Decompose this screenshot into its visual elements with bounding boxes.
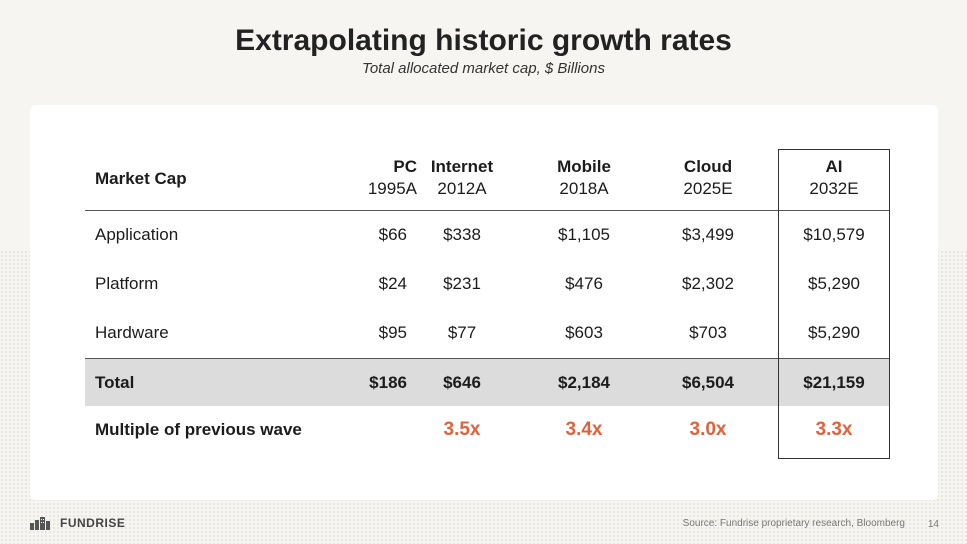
row-label: Hardware <box>95 323 169 342</box>
table-cell: $338 <box>443 225 481 244</box>
row-label: Multiple of previous wave <box>95 420 302 439</box>
column-header-internet: Internet 2012A <box>407 156 517 200</box>
table-cell: $646 <box>443 373 481 392</box>
table-cell: $24 <box>378 274 407 293</box>
column-header-pc: PC 1995A <box>307 156 417 200</box>
table-cell: $5,290 <box>808 323 860 342</box>
buildings-icon <box>30 517 50 530</box>
column-header-ai: AI 2032E <box>779 156 889 200</box>
table-cell: $95 <box>378 323 407 342</box>
table-cell: $603 <box>565 323 603 342</box>
table-cell: $476 <box>565 274 603 293</box>
table-header-row: Market Cap PC 1995A Internet 2012A Mobil… <box>85 149 890 211</box>
column-name: Internet <box>430 157 494 176</box>
table-row-multiple: Multiple of previous wave 3.5x 3.4x 3.0x… <box>85 406 890 456</box>
column-year: 2032E <box>809 179 859 198</box>
page-subtitle: Total allocated market cap, $ Billions <box>362 60 605 77</box>
column-name: PC <box>393 157 417 176</box>
table-cell: $21,159 <box>803 373 865 392</box>
page-number: 14 <box>927 519 939 530</box>
column-header-mobile: Mobile 2018A <box>529 156 639 200</box>
table-row-hardware: Hardware $95 $77 $603 $703 $5,290 <box>85 309 890 358</box>
column-year: 1995A <box>367 179 417 198</box>
table-cell: $66 <box>378 225 407 244</box>
table-card: Market Cap PC 1995A Internet 2012A Mobil… <box>30 105 938 500</box>
row-label: Total <box>95 373 135 392</box>
table-row-platform: Platform $24 $231 $476 $2,302 $5,290 <box>85 260 890 309</box>
market-cap-table: Market Cap PC 1995A Internet 2012A Mobil… <box>85 149 890 456</box>
table-cell: $6,504 <box>682 373 734 392</box>
row-label: Platform <box>95 274 159 293</box>
table-cell: $1,105 <box>558 225 610 244</box>
table-cell: $703 <box>689 323 727 342</box>
multiple-value: 3.4x <box>565 419 603 440</box>
row-label: Application <box>95 225 179 244</box>
table-cell: $5,290 <box>808 274 860 293</box>
table-cell: $231 <box>443 274 481 293</box>
source-note: Source: Fundrise proprietary research, B… <box>682 518 905 529</box>
column-header-cloud: Cloud 2025E <box>653 156 763 200</box>
table-cell: $3,499 <box>682 225 734 244</box>
table-cell: $10,579 <box>803 225 865 244</box>
multiple-value: 3.5x <box>443 419 481 440</box>
column-year: 2025E <box>683 179 733 198</box>
column-name: Mobile <box>557 157 611 176</box>
logo-text: FUNDRISE <box>60 516 126 530</box>
table-cell: $77 <box>447 323 477 342</box>
column-name: AI <box>825 157 843 176</box>
column-year: 2018A <box>559 179 609 198</box>
table-row-application: Application $66 $338 $1,105 $3,499 $10,5… <box>85 211 890 260</box>
table-row-total: Total $186 $646 $2,184 $6,504 $21,159 <box>85 358 890 406</box>
page-title: Extrapolating historic growth rates <box>235 24 732 57</box>
table-cell: $186 <box>369 373 407 392</box>
table-cell: $2,184 <box>558 373 610 392</box>
multiple-value: 3.3x <box>815 419 853 440</box>
column-name: Cloud <box>683 157 733 176</box>
multiple-value: 3.0x <box>689 419 727 440</box>
fundrise-logo: FUNDRISE <box>30 516 125 530</box>
table-cell: $2,302 <box>682 274 734 293</box>
header-label: Market Cap <box>95 169 187 188</box>
column-year: 2012A <box>437 179 487 198</box>
